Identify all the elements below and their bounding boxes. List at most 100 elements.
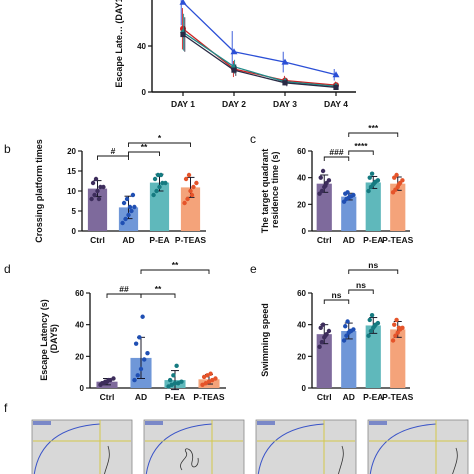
significance-label: **	[155, 284, 162, 294]
data-point	[400, 325, 405, 331]
top-series-line	[182, 31, 337, 87]
data-point	[400, 178, 405, 183]
data-point	[326, 178, 332, 183]
significance-bracket	[348, 289, 374, 294]
significance-label: ns	[356, 280, 366, 290]
data-point	[208, 371, 213, 376]
data-point	[121, 200, 127, 206]
y-tick-label: 20	[75, 352, 84, 361]
data-point	[189, 192, 195, 198]
data-point	[368, 328, 374, 334]
data-point	[347, 328, 353, 334]
data-point	[347, 194, 353, 199]
y-axis-label-line: residence time (s)	[270, 151, 280, 230]
y-axis-label: Escape Latency (s) (DAY5)	[39, 299, 59, 381]
data-point	[182, 200, 187, 206]
significance-label: ns	[332, 290, 342, 300]
data-point	[96, 196, 102, 202]
data-point	[394, 172, 399, 178]
top-point	[230, 48, 238, 55]
x-tick-label: Ctrl	[317, 392, 332, 402]
y-tick-label: 60	[297, 147, 306, 156]
y-tick-label: 20	[297, 352, 306, 361]
data-point	[392, 322, 397, 327]
x-tick-label: P-TEAS	[382, 392, 414, 402]
data-point	[142, 357, 147, 362]
data-point	[151, 192, 156, 198]
bar	[341, 331, 357, 388]
data-point	[154, 188, 159, 194]
significance-label: **	[141, 142, 148, 152]
data-point	[393, 333, 398, 338]
data-point	[372, 324, 377, 329]
significance-label: ****	[354, 141, 368, 151]
data-point	[390, 338, 396, 343]
data-point	[93, 176, 99, 182]
y-tick-label: 60	[75, 289, 84, 298]
data-point	[95, 188, 100, 194]
top-point	[333, 84, 339, 90]
data-point	[369, 312, 375, 318]
significance-bracket	[348, 269, 399, 274]
data-point	[101, 184, 106, 190]
top-series-line	[182, 1, 337, 76]
data-point	[320, 168, 326, 174]
top-point	[231, 67, 237, 73]
y-tick-label: 0	[302, 227, 307, 236]
y-tick-label: 60	[297, 289, 306, 298]
y-axis-label-line: (DAY5)	[49, 324, 59, 356]
panel-label-e: e	[250, 262, 257, 276]
bar	[390, 183, 406, 231]
data-point	[135, 373, 140, 378]
y-tick-label: 10	[67, 187, 76, 196]
y-axis-label: Swimming speed	[260, 303, 270, 377]
y-axis-label-line: Escape Latency (s)	[39, 299, 49, 381]
data-point	[375, 320, 381, 326]
track-image-ad	[143, 419, 245, 474]
data-point	[126, 212, 131, 218]
data-point	[375, 178, 381, 183]
panel-label-f: f	[4, 401, 8, 415]
data-point	[372, 180, 377, 186]
data-point	[319, 188, 325, 194]
data-point	[185, 196, 190, 202]
significance-label: ns	[368, 260, 378, 270]
data-point	[367, 317, 372, 323]
significance-bracket	[128, 142, 191, 147]
data-point	[137, 335, 142, 340]
x-tick-label: P-EA	[363, 392, 383, 402]
data-point	[132, 377, 137, 383]
x-tick-label: P-TEAS	[382, 235, 414, 245]
top-point	[180, 31, 186, 38]
x-tick-label: AD	[343, 235, 355, 245]
data-point	[213, 376, 218, 381]
significance-label: ##	[119, 284, 129, 294]
track-image-pea	[255, 419, 357, 474]
top-line-chart: 0 40 DAY 1 DAY 2 DAY 3 DAY 4 Escape Late… (DAY…	[114, 0, 356, 109]
data-point	[145, 350, 150, 356]
data-point	[320, 322, 326, 327]
x-tick-label: AD	[122, 235, 134, 245]
significance-bracket	[128, 151, 160, 156]
top-x-tick-label: DAY 1	[171, 99, 195, 109]
x-tick-label: P-TEAS	[193, 392, 225, 402]
y-tick-label: 0	[80, 384, 85, 393]
y-axis-label: The target quadrant residence time (s)	[260, 149, 280, 234]
data-point	[343, 324, 348, 329]
data-point	[172, 381, 178, 386]
data-point	[191, 184, 196, 190]
data-point	[366, 333, 371, 338]
data-point	[396, 325, 402, 331]
top-point	[281, 58, 289, 65]
x-tick-label: AD	[135, 392, 147, 402]
top-y-tick-label: 40	[137, 42, 146, 51]
data-point	[111, 376, 116, 381]
top-point	[332, 71, 340, 78]
data-point	[167, 377, 173, 383]
chart-b: 0 5 10 15 20 Ctrl AD P-EA P-TEAS Crossing platfor…	[34, 133, 206, 245]
data-point	[123, 216, 128, 222]
top-series-line	[182, 33, 337, 89]
top-y-tick-label: 0	[142, 88, 147, 97]
data-point	[319, 339, 325, 345]
